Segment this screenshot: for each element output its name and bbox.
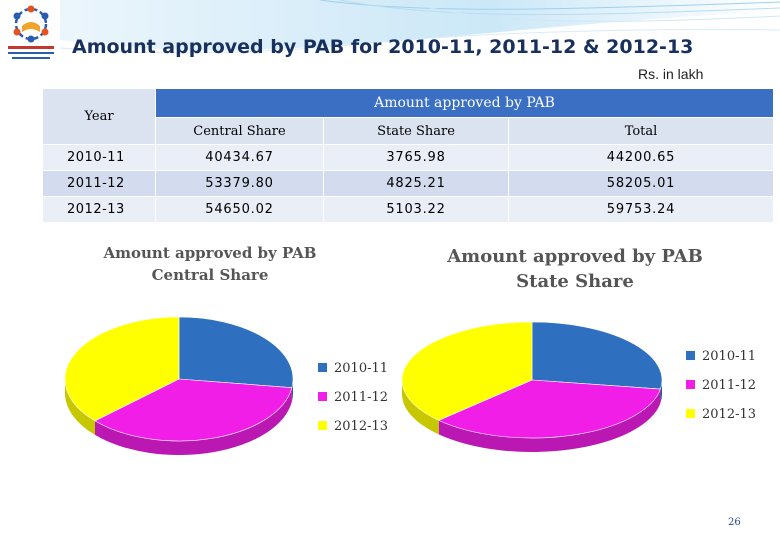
pie-slice-2012-13 [401,321,533,421]
page-number: 26 [728,517,741,528]
page-title: Amount approved by PAB for 2010-11, 2011… [72,36,694,58]
total-cell: 59753.24 [508,196,774,223]
legend-label-2012-13: 2012-13 [702,407,756,422]
legend-label-2010-11: 2010-11 [702,349,756,364]
table-row: 2010-11 40434.67 3765.98 44200.65 [42,144,774,171]
pab-amount-table: Year Amount approved by PAB Central Shar… [42,88,774,223]
legend-swatch-2010-11 [686,351,695,360]
pie-slice-2012-13 [64,316,180,422]
legend-label-2010-11: 2010-11 [334,361,388,376]
pie-slice-2010-11 [531,321,663,390]
state-cell: 5103.22 [323,196,509,223]
legend-label-2011-12: 2011-12 [334,390,388,405]
header-wave-decoration [59,0,780,54]
central-share-pie-chart: Amount approved by PAB Central Share 2010-… [64,244,388,455]
pie-slice-2011-12 [437,379,661,439]
column-header-state: State Share [323,117,509,145]
legend-swatch-2010-11 [318,363,327,372]
legend-swatch-2011-12 [318,392,327,401]
unit-label: Rs. in lakh [638,66,704,82]
legend-label-2012-13: 2012-13 [334,419,388,434]
chart-subtitle: Central Share [152,266,269,284]
pie-side-2012-13 [402,380,439,435]
program-logo [8,5,54,59]
legend-swatch-2011-12 [686,380,695,389]
group-column-header: Amount approved by PAB [155,88,774,118]
central-cell: 40434.67 [155,144,324,171]
legend-swatch-2012-13 [318,421,327,430]
state-share-pie-chart: Amount approved by PAB State Share 2010-11… [401,246,756,452]
table-row: 2011-12 53379.80 4825.21 58205.01 [42,170,774,197]
pie-side-2011-12 [438,389,661,452]
state-cell: 4825.21 [323,170,509,197]
chart-title: Amount approved by PAB [446,246,703,267]
year-cell: 2011-12 [42,170,156,197]
total-cell: 58205.01 [508,170,774,197]
year-column-header: Year [42,88,156,145]
central-cell: 53379.80 [155,170,324,197]
pie-slice-2010-11 [178,316,294,388]
column-header-central: Central Share [155,117,324,145]
central-cell: 54650.02 [155,196,324,223]
year-cell: 2010-11 [42,144,156,171]
table-row: 2012-13 54650.02 5103.22 59753.24 [42,196,774,223]
pie-slice-2011-12 [94,378,293,442]
total-cell: 44200.65 [508,144,774,171]
legend-swatch-2012-13 [686,409,695,418]
chart-title: Amount approved by PAB [103,244,317,262]
legend-label-2011-12: 2011-12 [702,378,756,393]
chart-subtitle: State Share [516,271,634,292]
state-cell: 3765.98 [323,144,509,171]
pie-side-2012-13 [65,379,95,435]
column-header-total: Total [508,117,774,145]
year-cell: 2012-13 [42,196,156,223]
